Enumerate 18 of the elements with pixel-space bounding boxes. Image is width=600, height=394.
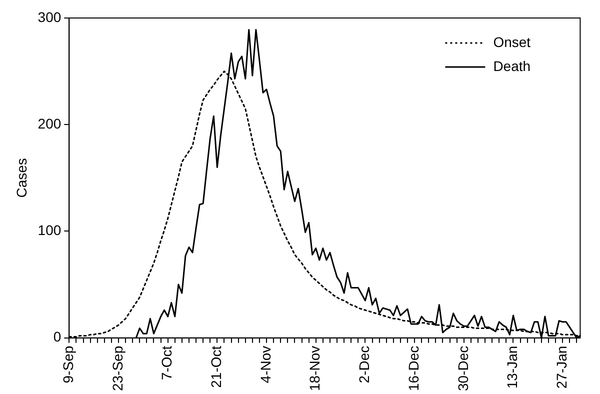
y-tick-label: 100 (38, 222, 62, 238)
y-tick-label: 0 (53, 328, 62, 345)
legend-label: Death (493, 58, 531, 74)
x-tick-label: 7-Oct (158, 346, 175, 380)
y-tick-label: 200 (38, 115, 62, 132)
x-tick-label: 18-Nov (306, 346, 323, 391)
y-axis-title: Cases (13, 158, 30, 198)
y-tick-label: 300 (38, 8, 62, 25)
x-tick-label: 2-Dec (356, 346, 372, 384)
x-tick-label: 30-Dec (454, 346, 471, 391)
x-tick-label: 16-Dec (405, 346, 422, 391)
x-tick-label: 21-Oct (208, 346, 224, 388)
x-tick-label: 23-Sep (109, 346, 126, 392)
x-tick-label: 4-Nov (257, 346, 274, 384)
x-tick-label: 9-Sep (60, 346, 76, 384)
legend-label: Onset (493, 34, 531, 50)
x-tick-label: 27-Jan (553, 346, 570, 389)
x-tick-label: 13-Jan (504, 346, 520, 389)
